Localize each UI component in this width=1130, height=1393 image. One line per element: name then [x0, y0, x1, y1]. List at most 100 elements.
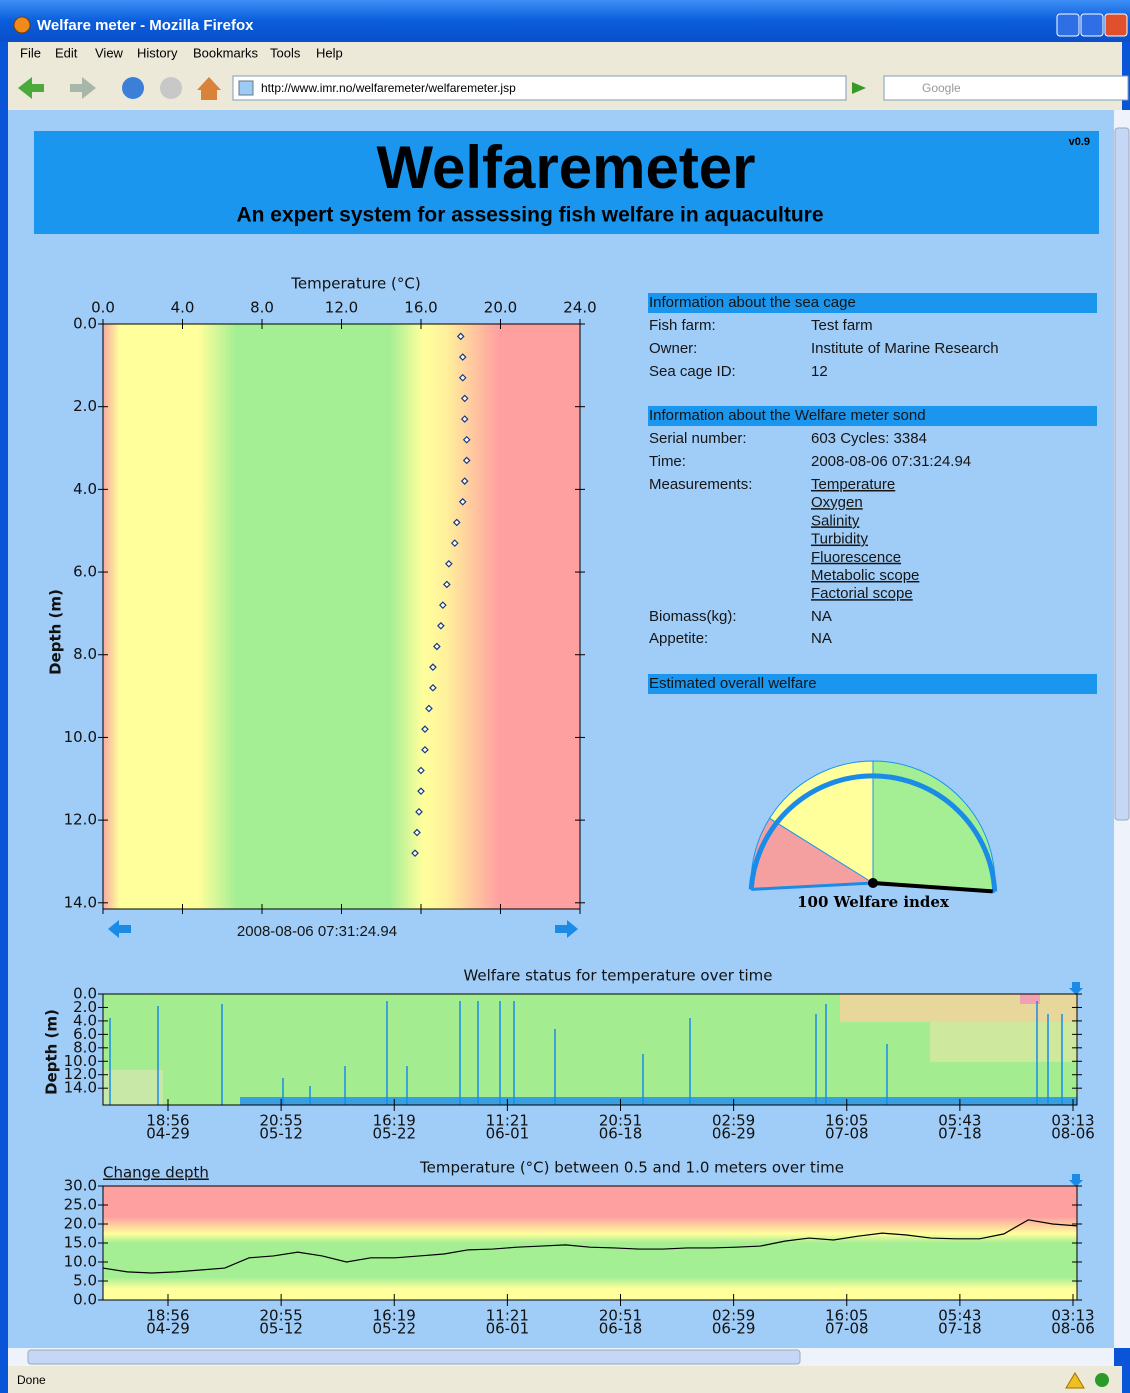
x-tick-label: 05:43	[938, 1307, 981, 1325]
heatmap-decoration	[103, 994, 1077, 1105]
x-tick-label: 05-22	[372, 1125, 416, 1143]
measurement-link[interactable]: Metabolic scope	[811, 567, 919, 584]
x-tick-label: 16.0	[404, 299, 437, 317]
y-tick-label: 6.0	[73, 563, 97, 581]
measurement-link[interactable]: Oxygen	[811, 494, 863, 511]
measurement-link[interactable]: Fluorescence	[811, 549, 901, 566]
x-tick-label: 20:51	[599, 1112, 642, 1130]
measurement-link[interactable]: Turbidity	[811, 531, 868, 548]
data-point	[462, 456, 471, 465]
info-label: Sea cage ID:	[649, 363, 736, 380]
close-button[interactable]	[1104, 13, 1128, 37]
y-tick-label: 30.0	[64, 1177, 97, 1195]
y-tick-label: 10.0	[64, 1253, 97, 1271]
y-tick-label: 14.0	[64, 893, 97, 911]
x-tick-label: 18:56	[146, 1112, 189, 1130]
menu-item[interactable]: View	[95, 45, 124, 60]
data-point	[444, 559, 453, 568]
back-button[interactable]	[18, 77, 44, 99]
menu-item[interactable]: Tools	[270, 45, 301, 60]
plot-frame	[102, 993, 1078, 1106]
heatmap-patch	[930, 1022, 1077, 1062]
page-subtitle: An expert system for assessing fish welf…	[236, 204, 823, 227]
info-value: 603 Cycles: 3384	[811, 430, 927, 447]
x-tick-label: 08-06	[1051, 1320, 1095, 1338]
search-placeholder: Google	[922, 81, 961, 95]
maximize-button[interactable]	[1080, 13, 1104, 37]
app-icon	[13, 16, 31, 34]
heatmap-patch	[103, 1070, 163, 1105]
measurement-link[interactable]: Factorial scope	[811, 585, 913, 602]
x-tick-label: 06-29	[712, 1320, 756, 1338]
y-tick-label: 10.0	[64, 728, 97, 746]
data-point	[456, 332, 465, 341]
info-value: NA	[811, 630, 832, 647]
scroll-thumb[interactable]	[1114, 127, 1130, 821]
version: v0.9	[1069, 136, 1090, 148]
x-tick-label: 02:59	[712, 1307, 755, 1325]
url-bar[interactable]	[232, 75, 847, 101]
x-tick-label: 06-18	[599, 1125, 643, 1143]
page-title: Welfaremeter	[376, 134, 755, 201]
menu-item[interactable]: Bookmarks	[193, 45, 259, 60]
change-depth-link[interactable]: Change depth	[103, 1164, 209, 1182]
menu-item[interactable]: History	[137, 45, 178, 60]
data-point	[425, 704, 433, 713]
y-tick-label: 0.0	[73, 985, 97, 1003]
data-point	[429, 663, 437, 671]
next-arrow[interactable]	[555, 920, 578, 938]
menu-item[interactable]: Edit	[55, 45, 78, 60]
x-tick-label: 07-08	[825, 1320, 869, 1338]
y-tick-label: 25.0	[64, 1196, 97, 1214]
y-tick-label: 12.0	[64, 811, 97, 829]
y-tick-label: 12.0	[64, 1065, 97, 1083]
forward-button[interactable]	[70, 77, 96, 99]
home-button[interactable]	[197, 77, 221, 100]
y-tick-label: 10.0	[64, 1052, 97, 1070]
info-value: NA	[811, 608, 832, 625]
info-label: Time:	[649, 453, 686, 470]
y-tick-label: 0.0	[73, 315, 97, 333]
data-point	[460, 415, 469, 423]
chart-title: Temperature (°C)	[290, 275, 420, 293]
temperature-line	[102, 1219, 1078, 1274]
time-marker[interactable]	[1069, 982, 1083, 995]
gauge-label: 100 Welfare index	[797, 893, 950, 911]
info-value: Test farm	[811, 317, 873, 334]
data-point	[421, 745, 429, 754]
search-bar[interactable]	[883, 75, 1129, 101]
y-tick-label: 4.0	[73, 480, 97, 498]
x-tick-label: 11:21	[486, 1112, 529, 1130]
info-label: Fish farm:	[649, 317, 716, 334]
data-point	[415, 807, 423, 816]
menu-item[interactable]: Help	[316, 45, 343, 60]
go-button[interactable]	[852, 82, 866, 94]
x-tick-label: 05-22	[372, 1320, 416, 1338]
data-point	[433, 642, 441, 651]
y-tick-label: 8.0	[73, 645, 97, 663]
minimize-button[interactable]	[1056, 13, 1080, 37]
measurement-link[interactable]: Temperature	[811, 476, 895, 493]
measurement-link[interactable]: Salinity	[811, 512, 860, 529]
x-tick-label: 16:05	[825, 1112, 868, 1130]
previous-arrow[interactable]	[108, 920, 131, 938]
info-label: Appetite:	[649, 630, 708, 647]
x-tick-label: 07-18	[938, 1320, 982, 1338]
plot-background	[102, 1185, 1078, 1301]
reload-button[interactable]	[122, 77, 144, 99]
info-label: Serial number:	[649, 430, 747, 447]
y-tick-label: 15.0	[64, 1234, 97, 1252]
y-tick-label: 2.0	[73, 397, 97, 415]
data-point	[439, 601, 447, 609]
header-banner	[34, 131, 1099, 234]
time-marker[interactable]	[1069, 1174, 1083, 1187]
stop-button[interactable]	[160, 77, 182, 99]
x-tick-label: 11:21	[486, 1307, 529, 1325]
scroll-thumb[interactable]	[27, 1349, 801, 1365]
data-point	[429, 683, 437, 692]
y-tick-label: 0.0	[73, 1291, 97, 1309]
menu-item[interactable]: File	[20, 45, 41, 60]
